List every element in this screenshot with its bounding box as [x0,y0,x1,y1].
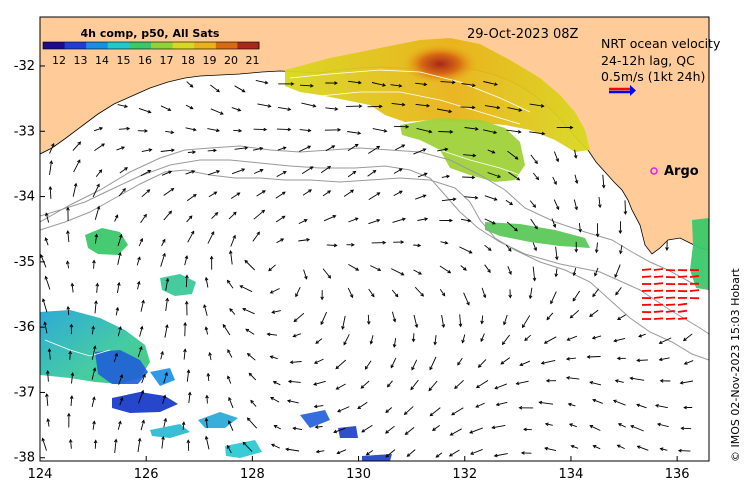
radar-arrow [666,311,675,312]
colorbar-label: 15 [117,54,131,67]
colorbar-label: 21 [246,54,260,67]
y-tick-label: -36 [14,320,35,335]
x-tick-label: 136 [665,467,690,482]
y-tick-label: -38 [14,451,35,466]
radar-arrow [678,276,687,277]
colorbar-swatch [65,42,87,49]
colorbar-swatch [129,42,151,49]
y-tick-label: -33 [14,124,35,139]
colorbar-label: 12 [52,54,66,67]
y-tick-label: -35 [14,255,35,270]
colorbar-label: 13 [74,54,88,67]
velocity-subtitle: 24-12h lag, QC [601,53,695,68]
colorbar-swatch [237,42,259,49]
radar-arrow [690,276,699,277]
colorbar-swatch [108,42,130,49]
radar-arrow [654,269,663,270]
colorbar-swatch [173,42,195,49]
x-tick-label: 130 [346,467,371,482]
colorbar-swatches [43,42,260,49]
velocity-arrow [394,126,408,127]
colorbar-title: 4h comp, p50, All Sats [81,27,220,40]
credit-text: © IMOS 02-Nov-2023 15:03 Hobart [729,268,742,462]
argo-label: Argo [664,164,699,179]
radar-arrow [654,297,663,298]
colorbar-swatch [151,42,173,49]
y-tick-label: -32 [14,59,35,74]
velocity-arrow [277,129,291,130]
x-tick-label: 124 [28,467,53,482]
y-tick-label: -34 [14,190,35,205]
radar-arrow [690,290,699,291]
radar-arrow [654,276,663,277]
velocity-arrow [188,440,189,451]
colorbar-label: 14 [95,54,109,67]
colorbar-swatch [43,42,65,49]
radar-arrow [642,276,651,277]
velocity-arrow [625,200,626,214]
colorbar-label: 20 [224,54,238,67]
radar-arrow [654,318,663,319]
y-tick-label: -37 [14,385,35,400]
radar-arrow [666,298,675,299]
velocity-arrow [368,106,382,107]
velocity-arrow [587,357,600,358]
radar-arrow [666,305,675,306]
sst-blue-blob-4 [338,426,358,438]
x-tick-label: 128 [240,467,265,482]
colorbar-swatch [194,42,216,49]
scale-label: 0.5m/s (1kt 24h) [601,69,705,84]
colorbar-swatch [216,42,238,49]
colorbar-label: 19 [203,54,217,67]
colorbar-label: 18 [181,54,195,67]
x-tick-label: 126 [134,467,159,482]
radar-arrow [654,283,663,284]
x-tick-label: 134 [559,467,584,482]
radar-arrow [654,311,663,312]
colorbar-label: 16 [138,54,152,67]
velocity-title: NRT ocean velocity [601,36,721,51]
x-tick-label: 132 [452,467,477,482]
colorbar-swatch [86,42,108,49]
velocity-arrow [438,132,452,133]
radar-arrow [642,269,651,270]
velocity-arrow [462,177,474,178]
radar-arrow [666,319,675,320]
date-label: 29-Oct-2023 08Z [467,27,579,42]
radar-arrow [678,318,687,319]
colorbar-label: 17 [160,54,174,67]
velocity-arrow [679,451,691,452]
sst-hotspot [402,44,478,84]
